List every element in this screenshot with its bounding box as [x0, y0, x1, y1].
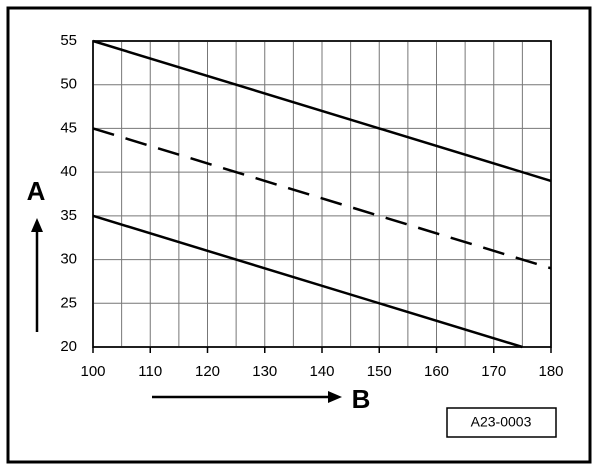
data-line: [92, 39, 552, 183]
x-tick-label: 120: [195, 363, 220, 380]
annotation-box: [446, 407, 557, 438]
x-tick-label: 180: [538, 363, 563, 380]
y-tick-label: 35: [60, 207, 77, 224]
y-tick-label: 40: [60, 163, 77, 180]
y-tick-label: 55: [60, 32, 77, 49]
x-tick-label: 130: [252, 363, 277, 380]
x-tick-label: 110: [138, 363, 162, 380]
y-tick-label: 45: [60, 119, 77, 136]
frame: [6, 6, 592, 464]
y-tick-label: 30: [60, 251, 77, 268]
x-tick-label: 150: [367, 363, 392, 380]
x-axis-label: B: [352, 384, 371, 414]
x-tick-label: 160: [424, 363, 449, 380]
x-tick-label: 170: [481, 363, 506, 380]
y-arrow-head: [31, 218, 43, 232]
y-tick-label: 25: [60, 294, 77, 311]
x-arrow-head: [328, 391, 342, 403]
y-tick-label: 50: [60, 76, 77, 93]
plot-border: [92, 40, 552, 348]
x-tick-label: 140: [309, 363, 334, 380]
y-tick-label: 20: [60, 338, 77, 355]
x-tick-label: 100: [80, 363, 105, 380]
annotation: A23-0003: [471, 414, 532, 430]
y-axis-label: A: [27, 176, 46, 206]
data-line: [92, 127, 552, 270]
data-line: [92, 214, 523, 349]
